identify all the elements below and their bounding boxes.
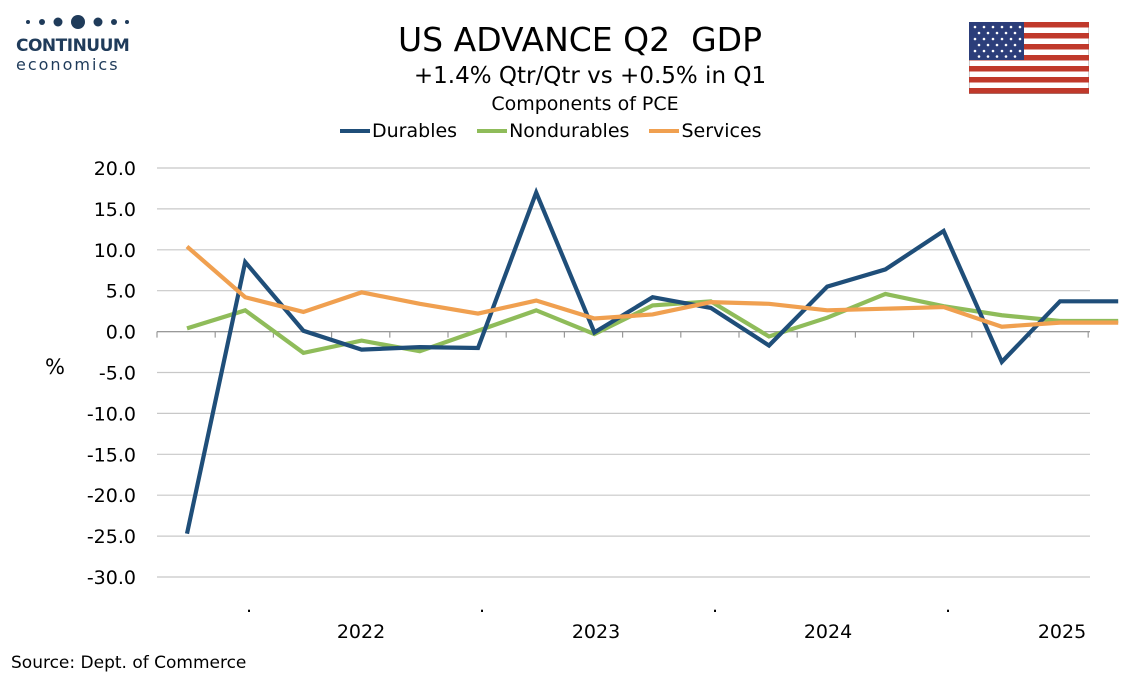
y-tick-label: 5.0 (106, 281, 136, 303)
x-tick-mark: . (479, 595, 485, 617)
chart-subtitle: +1.4% Qtr/Qtr vs +0.5% in Q1 (413, 63, 767, 89)
y-tick-label: -25.0 (87, 526, 136, 548)
chart-subtitle-2: Components of PCE (491, 93, 679, 115)
legend-item-durables: Durables (340, 120, 457, 142)
x-tick-mark: . (945, 595, 951, 617)
series-line-durables (184, 186, 1119, 535)
y-tick-label: 10.0 (94, 240, 136, 262)
y-tick-label: -20.0 (87, 485, 136, 507)
y-tick-label: -10.0 (87, 403, 136, 425)
legend-swatch-services (649, 129, 680, 133)
y-tick-label: 15.0 (94, 199, 136, 221)
x-tick-label: 2023 (572, 621, 620, 643)
legend-item-nondurables: Nondurables (477, 120, 629, 142)
y-tick-label: -30.0 (87, 567, 136, 589)
y-tick-label: 0.0 (106, 322, 136, 344)
logo-dots-icon (26, 15, 129, 29)
y-tick-label: 20.0 (94, 158, 136, 180)
y-axis-label: % (45, 355, 65, 379)
us-flag-icon (969, 22, 1089, 94)
legend-label-nondurables: Nondurables (509, 120, 630, 142)
y-tick-label: -5.0 (99, 363, 136, 385)
series-line-services (185, 244, 1119, 329)
brand-name: CONTINUUM (16, 36, 130, 56)
brand-sub: economics (16, 55, 120, 74)
legend-label-services: Services (681, 120, 762, 142)
legend-label-durables: Durables (372, 120, 458, 142)
x-tick-label: 2024 (804, 621, 852, 643)
x-tick-label: 2025 (1038, 621, 1086, 643)
x-tick-label: 2022 (337, 621, 385, 643)
legend-swatch-nondurables (477, 129, 508, 133)
chart-legend: Durables Nondurables Services (340, 120, 782, 142)
x-tick-mark: . (712, 595, 718, 617)
source-note: Source: Dept. of Commerce (11, 653, 247, 673)
y-tick-label: -15.0 (87, 444, 136, 466)
x-tick-mark: . (246, 595, 252, 617)
chart-title: US ADVANCE Q2 GDP (398, 20, 762, 59)
legend-swatch-durables (340, 129, 370, 133)
legend-item-services: Services (649, 120, 762, 142)
